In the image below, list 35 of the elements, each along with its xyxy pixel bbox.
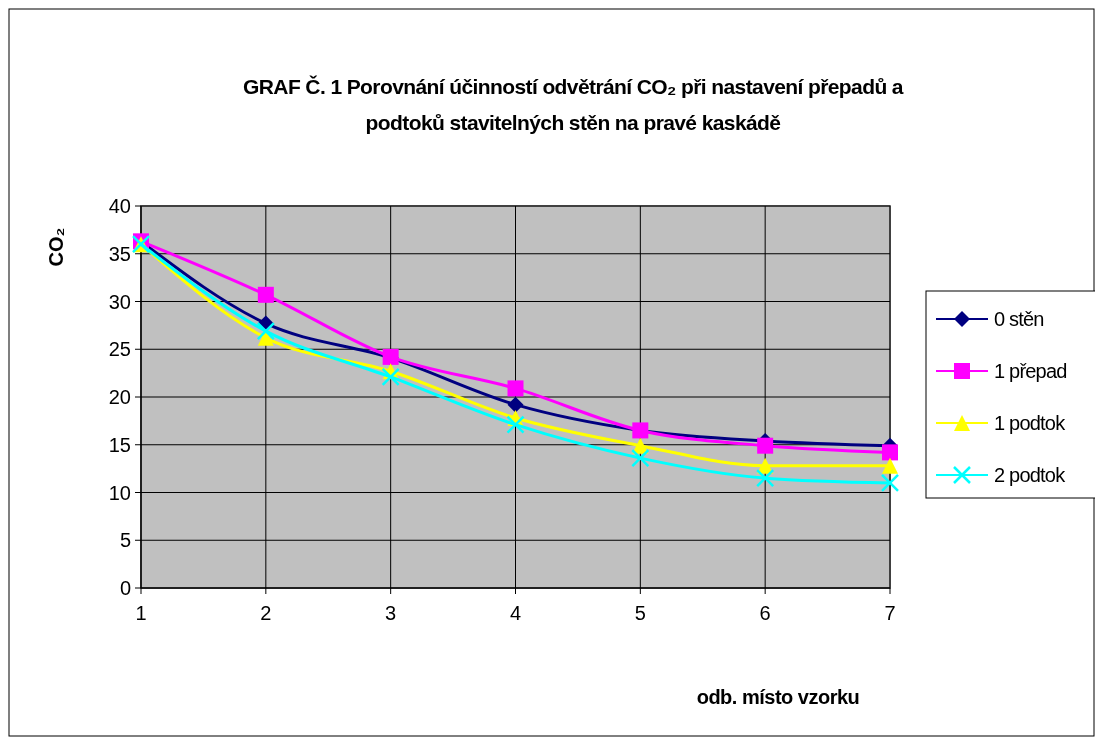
y-tick-label: 35 bbox=[108, 242, 131, 265]
y-tick-label: 5 bbox=[119, 529, 131, 552]
point bbox=[381, 367, 400, 387]
x-tick-label: 1 bbox=[135, 602, 147, 624]
point bbox=[882, 457, 898, 474]
point bbox=[631, 448, 650, 468]
point bbox=[880, 473, 900, 493]
point bbox=[506, 415, 525, 434]
point bbox=[882, 444, 898, 461]
legend-label: 0 stěn bbox=[994, 308, 1044, 330]
x-tick-label: 3 bbox=[385, 602, 397, 624]
point bbox=[507, 396, 524, 413]
y-tick-label: 25 bbox=[108, 338, 131, 361]
y-tick-label: 10 bbox=[108, 481, 131, 504]
x-axis-title: odb. místo vzorku bbox=[696, 686, 860, 708]
legend-label: 2 podtok bbox=[994, 464, 1067, 486]
point bbox=[257, 286, 274, 303]
x-tick-label: 5 bbox=[634, 602, 646, 624]
y-tick-label: 0 bbox=[119, 577, 131, 599]
x-tick-label: 4 bbox=[509, 602, 522, 624]
y-tick-label: 40 bbox=[108, 195, 131, 217]
legend-label: 1 podtok bbox=[994, 412, 1067, 434]
x-tick-label: 6 bbox=[759, 602, 771, 624]
y-tick-label: 30 bbox=[108, 290, 131, 313]
x-tick-label: 7 bbox=[884, 602, 896, 624]
chart-title: GRAF Č. 1 Porovnání účinností odvětrání CO₂ při nastavení přepadů a podtoků stavitelných stěn na pravé kaskádě bbox=[243, 75, 904, 134]
point bbox=[755, 468, 775, 488]
y-tick-label: 20 bbox=[108, 386, 131, 408]
legend-label: 1 přepad bbox=[994, 360, 1067, 382]
point bbox=[256, 321, 276, 341]
x-tick-label: 2 bbox=[260, 602, 272, 624]
point bbox=[757, 437, 774, 454]
point bbox=[507, 380, 524, 397]
y-axis-title: CO₂ bbox=[45, 227, 67, 267]
y-tick-label: 15 bbox=[108, 433, 131, 456]
